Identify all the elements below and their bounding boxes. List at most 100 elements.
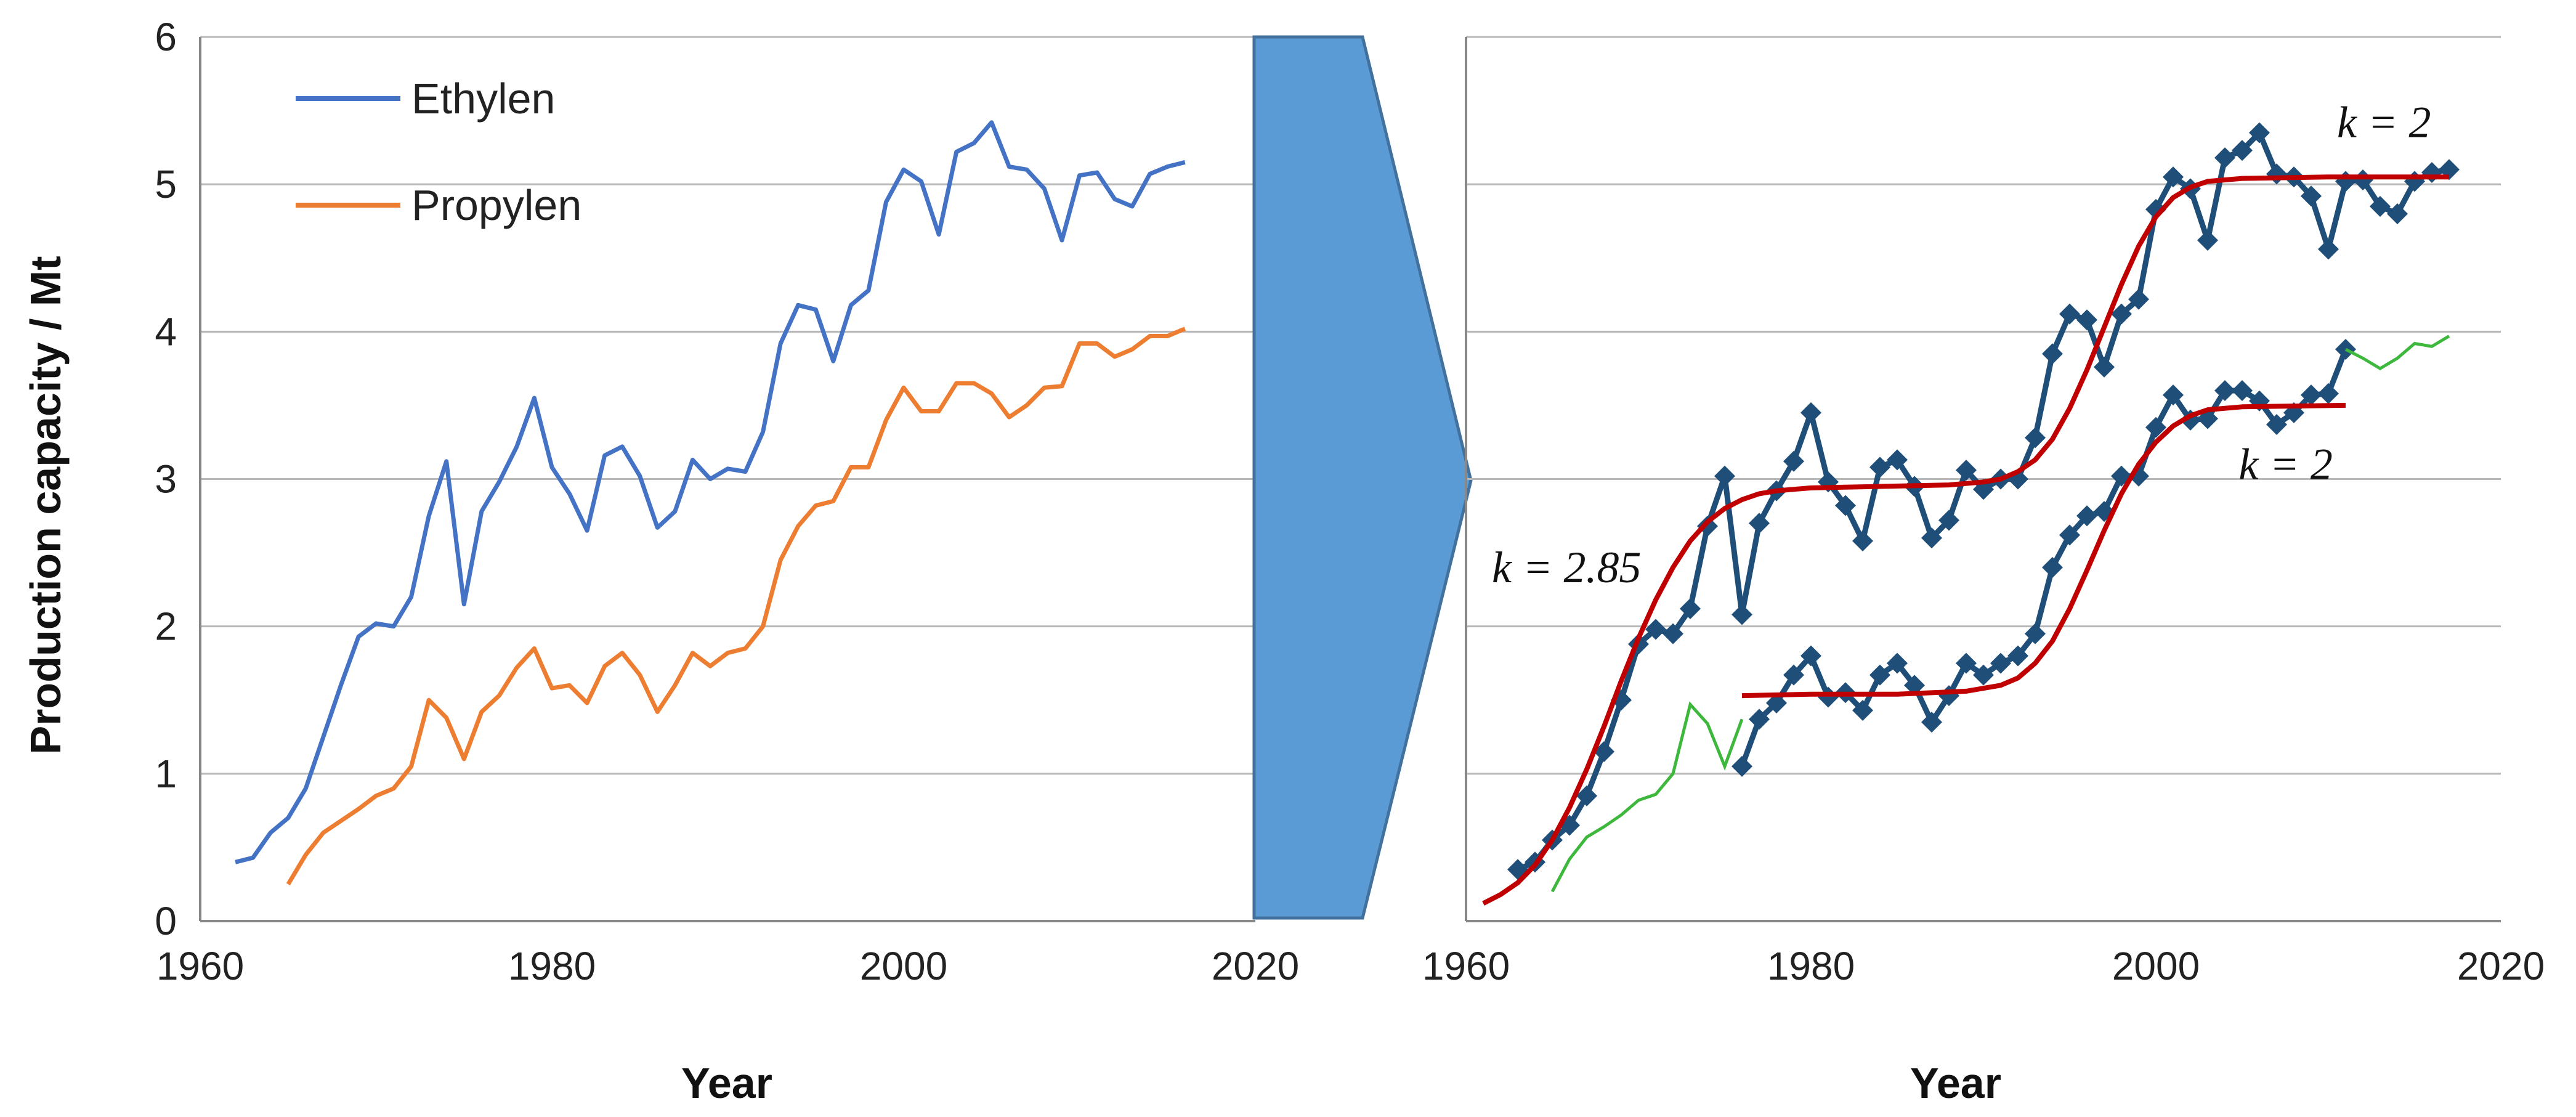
k-annotation: k = 2 (2337, 98, 2431, 147)
right-chart-panel: 1960 1980 2000 2020 k = 2.85 k = 2 k = 2 Year (1422, 36, 2545, 1107)
data-point-marker (2335, 171, 2356, 192)
left-x-tick-label: 1960 (156, 944, 244, 988)
data-point-marker (1869, 664, 1890, 686)
data-point-marker (1714, 465, 1735, 487)
data-point-marker (1680, 598, 1701, 619)
series-line-propylen (286, 327, 1186, 885)
logistic-fit-line (1482, 174, 2449, 906)
data-point-marker (1852, 530, 1873, 551)
data-point-marker (1576, 785, 1597, 806)
data-point-marker (2197, 230, 2218, 251)
left-y-tick-labels: 0 1 2 3 4 5 6 (155, 15, 177, 943)
left-x-tick-label: 1980 (508, 944, 596, 988)
transition-arrow (1252, 35, 1473, 920)
data-point-marker (2249, 122, 2270, 144)
propylen-reference-line (1550, 701, 1744, 893)
k-annotation: k = 2.85 (1492, 543, 1642, 592)
data-point-marker (2059, 303, 2080, 325)
data-point-marker (1645, 619, 1666, 640)
data-point-marker (1869, 457, 1890, 478)
data-point-marker (2042, 557, 2063, 578)
left-gridlines (200, 36, 1255, 775)
data-point-marker (2301, 384, 2322, 406)
data-point-marker (1887, 449, 1908, 471)
data-point-marker (2128, 288, 2149, 310)
right-series-lines (1482, 122, 2460, 906)
data-point-marker (2111, 303, 2132, 325)
data-point-marker (1921, 527, 1942, 549)
data-point-marker (1938, 510, 1959, 531)
data-point-marker (1904, 675, 1925, 696)
data-point-marker (2232, 380, 2253, 401)
right-x-tick-label: 1980 (1767, 944, 1855, 988)
right-x-tick-label: 2000 (2112, 944, 2200, 988)
left-x-axis-title: Year (681, 1059, 772, 1107)
data-point-marker (2387, 203, 2408, 224)
legend-label-ethylen: Ethylen (411, 75, 555, 123)
data-point-marker (2370, 196, 2391, 217)
propylen-reference-line (2344, 335, 2450, 371)
data-point-marker (2266, 414, 2287, 436)
left-y-tick-label: 3 (155, 457, 177, 502)
data-point-marker (2214, 380, 2235, 401)
data-point-marker (2318, 383, 2339, 404)
data-point-marker (2232, 140, 2253, 161)
data-point-marker (1800, 645, 1821, 667)
left-chart-panel: 0 1 2 3 4 5 6 1960 1980 2000 2020 Ethylen Propyle… (22, 15, 1299, 1107)
data-point-marker (2025, 623, 2046, 644)
left-y-tick-label: 1 (155, 752, 177, 796)
data-point-marker (2318, 238, 2339, 260)
left-y-tick-label: 2 (155, 604, 177, 649)
data-point-marker (1749, 709, 1770, 730)
data-point-marker (2421, 162, 2442, 184)
left-y-tick-label: 6 (155, 15, 177, 59)
legend-label-propylen: Propylen (411, 181, 581, 229)
left-y-tick-label: 5 (155, 162, 177, 206)
data-point-marker (2404, 171, 2425, 192)
data-point-marker (1921, 712, 1942, 733)
data-point-marker (1732, 755, 1752, 777)
capacity-data-line (1517, 130, 2450, 872)
data-point-marker (1973, 664, 1994, 686)
right-x-tick-label: 1960 (1422, 944, 1510, 988)
data-point-marker (2094, 356, 2115, 378)
data-point-marker (2214, 147, 2235, 169)
right-x-tick-label: 2020 (2457, 944, 2545, 988)
left-y-axis-title: Production capacity / Mt (22, 256, 70, 755)
data-point-marker (1818, 686, 1839, 708)
data-point-marker (1956, 652, 1977, 674)
right-x-tick-labels: 1960 1980 2000 2020 (1422, 944, 2545, 988)
right-x-axis-title: Year (1910, 1059, 2001, 1107)
left-x-tick-label: 2020 (1212, 944, 1299, 988)
data-point-marker (2042, 343, 2063, 365)
data-point-marker (1783, 450, 1804, 472)
data-point-marker (2007, 645, 2028, 667)
left-y-tick-label: 4 (155, 309, 177, 354)
data-point-marker (1852, 699, 1873, 721)
data-point-marker (1990, 652, 2011, 674)
data-point-marker (1732, 604, 1752, 625)
data-point-marker (1783, 664, 1804, 686)
data-point-marker (1887, 652, 1908, 674)
data-point-marker (1749, 513, 1770, 534)
legend: Ethylen Propylen (296, 75, 581, 229)
data-point-marker (2266, 163, 2287, 185)
series-line-ethylen (235, 120, 1186, 864)
data-point-marker (1800, 402, 1821, 423)
data-point-marker (2076, 505, 2097, 527)
data-point-marker (2301, 185, 2322, 207)
capacity-data-line (1739, 348, 2349, 768)
data-point-marker (2163, 384, 2184, 406)
left-x-tick-label: 2000 (860, 944, 947, 988)
data-point-marker (2025, 427, 2046, 449)
data-point-marker (2076, 309, 2097, 331)
data-point-marker (1956, 460, 1977, 481)
data-point-marker (1766, 693, 1787, 714)
left-y-tick-label: 0 (155, 899, 177, 943)
data-point-marker (1594, 741, 1614, 762)
data-point-marker (2163, 166, 2184, 188)
data-point-marker (1663, 623, 1683, 644)
data-point-marker (2059, 524, 2080, 546)
